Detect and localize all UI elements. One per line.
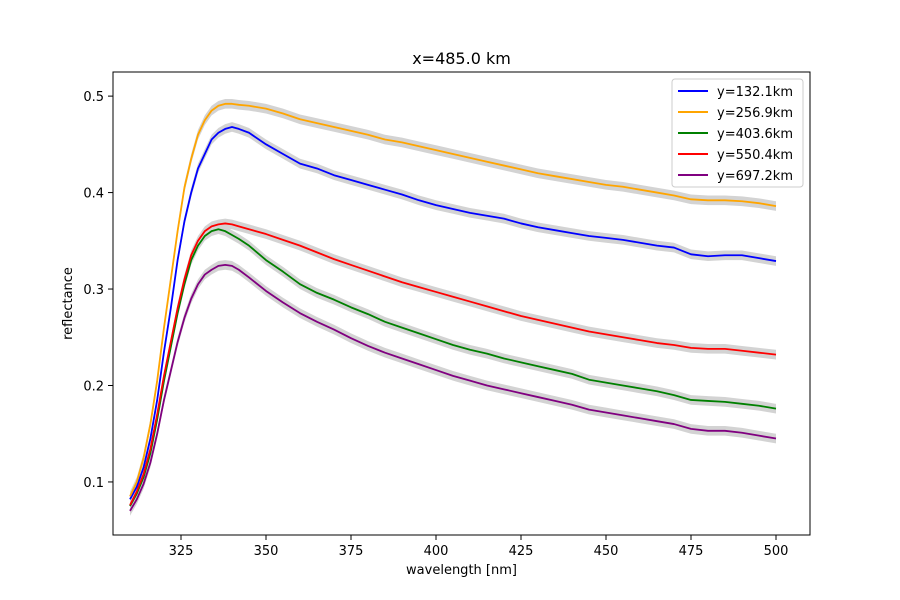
- x-tick-label: 450: [594, 544, 619, 559]
- series-line: [129, 228, 777, 507]
- legend-label: y=403.6km: [717, 127, 793, 142]
- x-tick-label: 425: [509, 544, 534, 559]
- legend-frame: [671, 78, 804, 188]
- x-axis-label: wavelength [nm]: [406, 563, 517, 578]
- legend-label: y=256.9km: [717, 106, 793, 121]
- legend-label: y=550.4km: [717, 148, 793, 163]
- series-line: [129, 102, 777, 497]
- x-tick-label: 475: [679, 544, 704, 559]
- x-tick-label: 350: [254, 544, 279, 559]
- y-tick-label: 0.1: [83, 476, 104, 491]
- x-tick-label: 400: [424, 544, 449, 559]
- y-tick-label: 0.2: [83, 379, 104, 394]
- y-tick-label: 0.5: [83, 90, 104, 105]
- y-axis-label: reflectance: [61, 267, 76, 340]
- chart-title: x=485.0 km: [412, 49, 511, 68]
- x-tick-label: 500: [764, 544, 789, 559]
- plot-frame: [112, 71, 811, 536]
- x-axis: 325 350 375 400 425 450 475 500: [169, 535, 789, 559]
- legend-label: y=697.2km: [717, 169, 793, 184]
- y-tick-label: 0.3: [83, 283, 104, 298]
- series-line: [129, 264, 777, 512]
- legend: y=132.1km y=256.9km y=403.6km y=550.4km y=69…: [671, 78, 804, 188]
- series-line: [129, 222, 777, 506]
- y-axis: 0.1 0.2 0.3 0.4 0.5: [83, 90, 113, 491]
- legend-label: y=132.1km: [717, 85, 793, 100]
- series-line: [129, 126, 777, 500]
- x-tick-label: 325: [169, 544, 194, 559]
- y-tick-label: 0.4: [83, 187, 104, 202]
- series-lines: [129, 102, 777, 512]
- x-tick-label: 375: [339, 544, 364, 559]
